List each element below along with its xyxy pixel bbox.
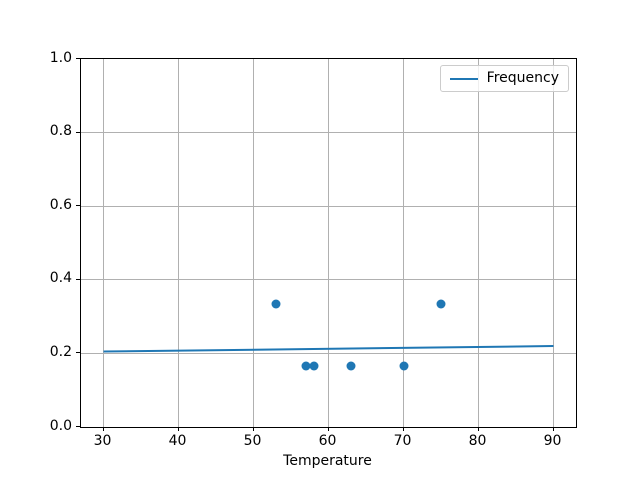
x-tick-label: 30 xyxy=(93,433,112,449)
scatter-point-layer xyxy=(81,59,576,427)
scatter-point xyxy=(301,361,311,371)
grid-layer xyxy=(81,59,576,427)
scatter-point xyxy=(436,299,446,309)
x-tick-mark xyxy=(327,427,329,431)
gridline-y xyxy=(81,205,576,207)
y-tick-mark xyxy=(76,131,80,133)
y-tick-label: 0.6 xyxy=(49,196,72,213)
x-tick-label: 50 xyxy=(243,433,262,449)
y-tick-mark xyxy=(76,205,80,207)
scatter-point xyxy=(399,361,408,371)
y-tick-mark xyxy=(76,352,80,354)
x-tick-mark xyxy=(477,427,479,431)
y-tick-label: 0.0 xyxy=(49,417,72,434)
trend-line-layer xyxy=(103,345,554,353)
legend-line-sample-icon xyxy=(449,77,478,80)
plot-area: Frequency xyxy=(80,58,577,428)
y-tick-mark xyxy=(76,278,80,280)
y-tick-label: 0.4 xyxy=(49,270,72,287)
x-tick-mark xyxy=(177,427,179,431)
y-tick-mark xyxy=(76,58,80,59)
scatter-point xyxy=(271,299,281,309)
x-tick-mark xyxy=(402,427,404,431)
gridline-y xyxy=(81,279,576,281)
gridline-y xyxy=(81,132,576,134)
gridline-x xyxy=(553,59,554,427)
x-tick-mark xyxy=(252,427,254,431)
x-tick-label: 60 xyxy=(318,433,337,449)
scatter-point xyxy=(346,361,356,371)
gridline-x xyxy=(103,59,104,427)
gridline-x xyxy=(328,59,329,427)
x-tick-label: 90 xyxy=(543,433,562,449)
x-tick-label: 80 xyxy=(468,433,487,449)
x-tick-label: 40 xyxy=(168,433,187,449)
gridline-x xyxy=(178,59,179,427)
gridline-x xyxy=(478,59,479,427)
y-tick-mark xyxy=(76,426,80,427)
x-tick-mark xyxy=(102,427,104,431)
scatter-point xyxy=(309,361,318,371)
x-tick-mark xyxy=(552,427,554,431)
legend-label: Frequency xyxy=(486,70,559,86)
trend-line xyxy=(103,345,554,353)
y-tick-label: 0.8 xyxy=(49,123,72,140)
y-tick-label: 0.2 xyxy=(49,343,72,360)
gridline-x xyxy=(403,59,404,427)
y-tick-label: 1.0 xyxy=(49,49,72,66)
legend: Frequency xyxy=(439,65,569,92)
gridline-y xyxy=(81,352,576,354)
x-tick-label: 70 xyxy=(393,433,412,449)
gridline-x xyxy=(253,59,254,427)
x-axis-label: Temperature xyxy=(283,453,372,469)
